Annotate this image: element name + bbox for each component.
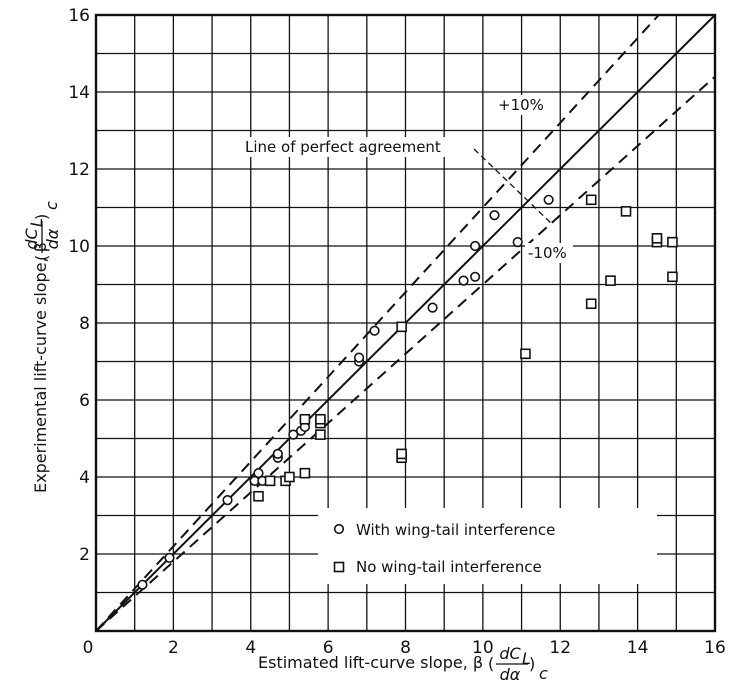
data-point-no-interference [396,321,407,333]
y-axis-label-outer-sub: c [42,201,61,210]
y-axis-label-denominator: dα [43,228,62,249]
data-point-no-interference [299,413,311,425]
minus-10-percent-label: -10% [528,244,567,262]
data-point-no-interference [605,275,616,286]
data-point-no-interference [667,271,678,283]
data-point-no-interference [284,471,295,483]
x-axis-label-numerator: dC [499,644,521,663]
legend-circle-marker [333,523,345,535]
legend-square-marker [333,561,345,573]
legend-label-with-interference: With wing-tail interference [356,521,555,539]
data-point-with-interference [272,448,283,460]
data-point-with-interference [253,468,264,479]
legend-background [318,508,657,584]
y-axis-label: Experimental lift-curve slope, β [31,242,50,493]
annotations: Line of perfect agreement +10% -10% [241,95,573,263]
y-tick-label: 12 [68,160,90,180]
perfect-agreement-label: Line of perfect agreement [245,138,441,156]
y-tick-label: 10 [68,237,90,257]
data-point-no-interference [264,475,276,487]
legend-label-no-interference: No wing-tail interference [356,558,542,576]
data-point-with-interference [512,237,523,248]
y-tick-label: 16 [68,6,90,26]
data-point-with-interference [470,240,481,252]
x-axis-label-outer-sub: c [539,664,548,683]
data-point-with-interference [353,352,365,363]
data-point-with-interference [288,429,299,440]
data-point-with-interference [222,495,233,506]
y-tick-label: 4 [79,468,90,488]
data-point-no-interference [520,348,531,360]
data-point-no-interference [651,233,663,244]
data-point-with-interference [427,302,438,313]
annotation-background [241,137,467,157]
data-point-with-interference [458,275,469,286]
y-axis-label-open-paren: ( [32,255,51,261]
y-tick-label: 14 [68,83,90,103]
tick-labels: 0 2 4 6 8 10 12 14 16 2 4 6 8 10 12 14 16 [68,6,725,658]
x-tick-label: 12 [549,638,571,658]
annotation-background [525,243,573,263]
x-axis-label-denominator: dα [500,665,521,684]
y-axis-label-close-paren: ) [32,214,51,220]
y-tick-label: 2 [79,545,90,565]
annotation-background [495,95,543,115]
data-point-no-interference [299,467,311,479]
x-tick-label: 16 [704,638,726,658]
data-point-with-interference [543,194,554,205]
data-point-no-interference [315,413,326,425]
data-point-with-interference [164,552,175,563]
x-tick-label: 10 [472,638,494,658]
y-tick-label: 6 [79,391,90,411]
x-tick-label: 2 [168,638,179,658]
annotation-leader-line [473,148,554,226]
x-tick-label: 0 [83,638,94,658]
data-point-no-interference [396,448,407,460]
data-point-no-interference [667,236,678,248]
data-point-no-interference [585,298,597,310]
x-axis-label-open-paren: ( [488,654,494,673]
x-axis-label-close-paren: ) [529,654,535,673]
plot-frame [94,13,717,633]
x-axis-label: Estimated lift-curve slope, β [258,653,483,672]
y-axis-label-numerator: dC [22,228,41,250]
data-point-with-interference [369,325,380,336]
minus-10-percent-line [95,75,716,632]
data-points [137,194,678,590]
data-point-with-interference [137,579,148,590]
x-tick-label: 8 [400,638,411,658]
legend: With wing-tail interference No wing-tail … [318,508,657,584]
x-tick-label: 6 [323,638,334,658]
data-point-no-interference [253,490,264,502]
x-axis-label-numerator-sub: L [522,649,531,668]
x-tick-label: 14 [627,638,649,658]
data-point-with-interference [489,210,500,221]
plot-border [94,13,717,633]
data-point-with-interference [470,271,481,282]
data-point-no-interference [315,429,326,440]
y-tick-label: 8 [79,314,90,334]
data-point-no-interference [585,194,597,206]
x-tick-label: 4 [245,638,256,658]
plus-10-percent-label: +10% [498,96,544,114]
axis-labels: Estimated lift-curve slope, β (dC Ldα)cExp… [22,201,548,684]
plus-10-percent-line [95,14,660,632]
data-point-no-interference [620,206,632,217]
x-axis-label-math: ( dC Ldα)c [488,644,548,684]
y-axis-label-numerator-sub: L [27,218,46,227]
